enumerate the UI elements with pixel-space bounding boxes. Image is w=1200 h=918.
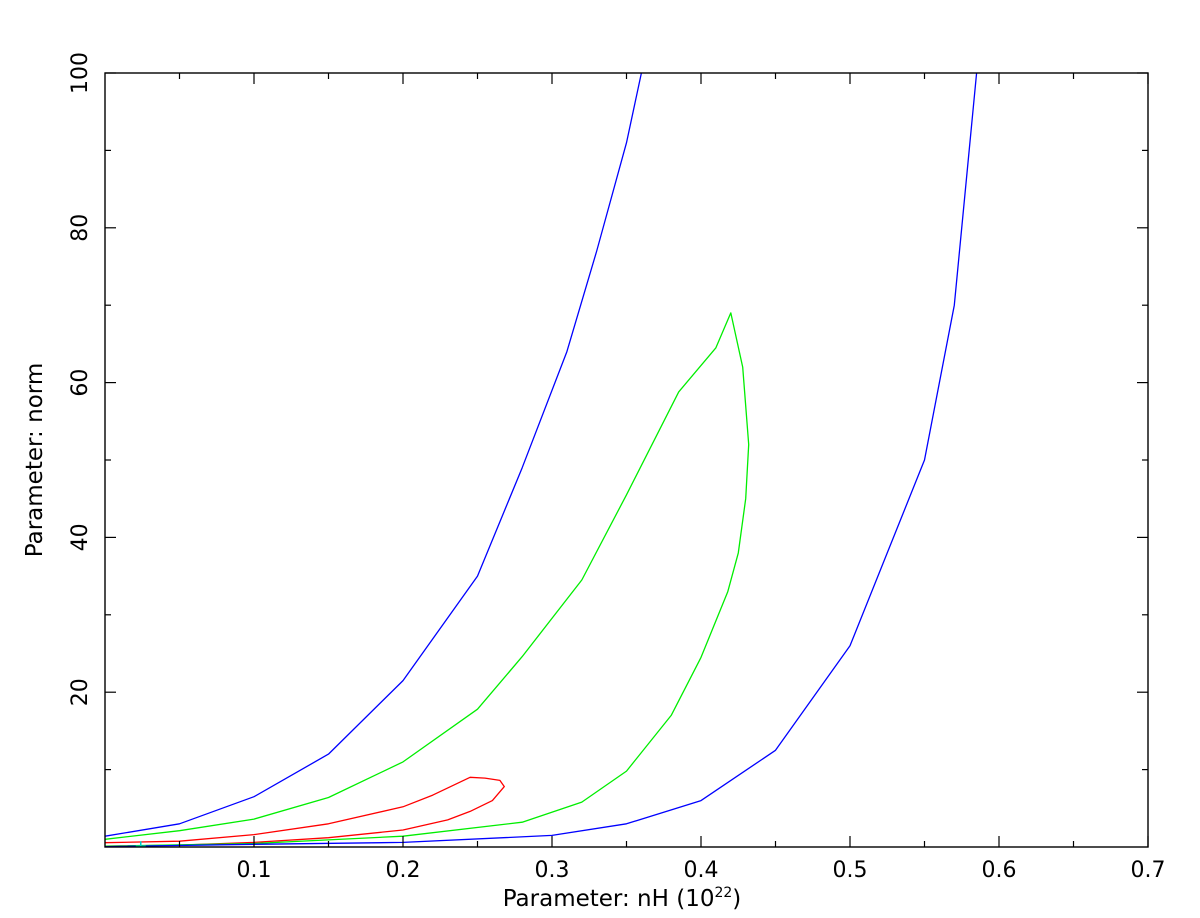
y-tick-label: 40	[68, 523, 93, 551]
y-tick-label: 60	[68, 369, 93, 397]
x-tick-label: 0.6	[982, 858, 1017, 883]
y-tick-label: 100	[68, 52, 93, 94]
y-tick-label: 20	[68, 678, 93, 706]
x-tick-label: 0.4	[684, 858, 719, 883]
y-tick-labels: 20 40 60 80 100	[68, 52, 93, 706]
axis-ticks	[105, 72, 1149, 847]
contour-line-2	[105, 312, 750, 847]
x-tick-label: 0.2	[386, 858, 421, 883]
plot-frame	[104, 72, 1149, 848]
contour-line-1	[105, 776, 505, 847]
best-fit-marker	[135, 841, 146, 847]
x-tick-label: 0.1	[237, 858, 272, 883]
x-tick-labels: 0.1 0.2 0.3 0.4 0.5 0.6 0.7	[237, 858, 1166, 883]
contour-line-4	[105, 73, 978, 847]
x-tick-label: 0.5	[833, 858, 868, 883]
x-tick-label: 0.3	[535, 858, 570, 883]
x-axis-title: Parameter: nH (1022)	[503, 885, 742, 912]
contour-line-3	[105, 73, 643, 837]
y-axis-title: Parameter: norm	[22, 363, 48, 557]
y-tick-label: 80	[68, 214, 93, 242]
x-tick-label: 0.7	[1131, 858, 1166, 883]
contour-curves	[105, 73, 978, 847]
